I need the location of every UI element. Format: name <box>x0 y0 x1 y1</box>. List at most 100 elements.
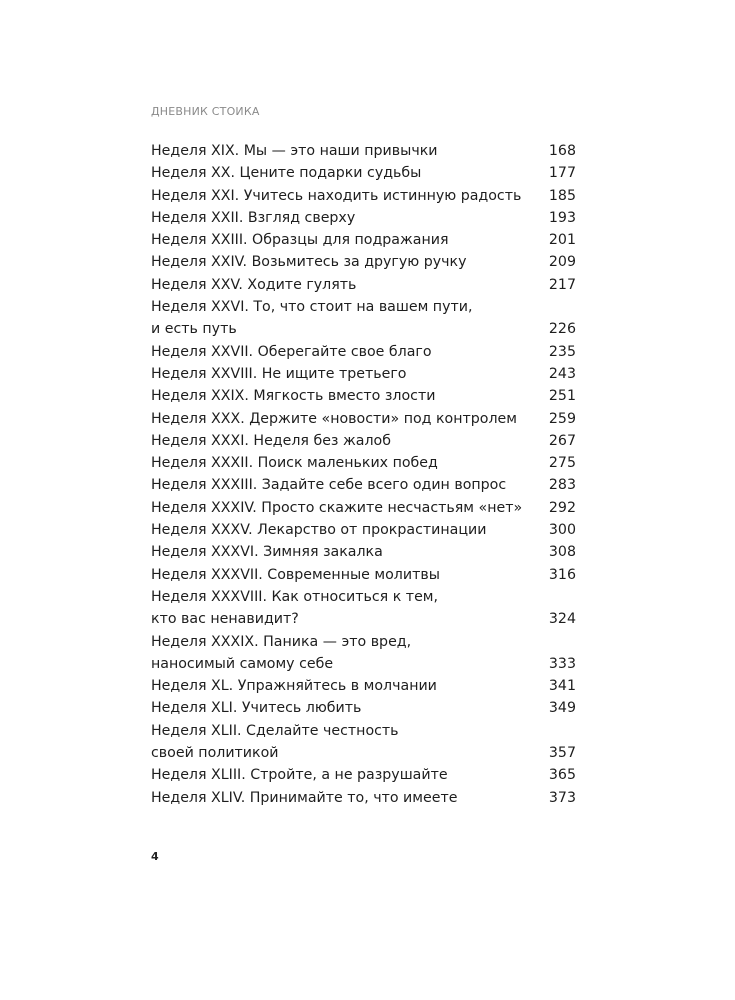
toc-entry-title: Неделя XXX. Держите «новости» под контро… <box>151 410 517 427</box>
toc-line: кто вас ненавидит? 324 <box>151 608 576 630</box>
page-number: 4 <box>151 850 159 863</box>
table-of-contents: Неделя XIX. Мы — это наши привычки 168 Нед… <box>151 140 576 809</box>
toc-entry-title: Неделя XXXIX. Паника — это вред, <box>151 633 412 650</box>
toc-entry-page: 341 <box>548 678 576 695</box>
toc-line: Неделя XXXIX. Паника — это вред, <box>151 631 576 653</box>
toc-line: Неделя XXII. Взгляд сверху 193 <box>151 207 576 229</box>
toc-entry-title: Неделя XXXVIII. Как относиться к тем, <box>151 588 439 605</box>
toc-line: и есть путь 226 <box>151 318 576 340</box>
toc-entry-title: и есть путь <box>151 321 237 338</box>
toc-entry: Неделя XIX. Мы — это наши привычки 168 <box>151 140 576 162</box>
toc-line: Неделя XL. Упражняйтесь в молчании 341 <box>151 675 576 697</box>
toc-line: Неделя XXI. Учитесь находить истинную ра… <box>151 185 576 207</box>
toc-entry-page: 283 <box>548 477 576 494</box>
toc-line: Неделя XX. Цените подарки судьбы 177 <box>151 162 576 184</box>
toc-entry: Неделя XL. Упражняйтесь в молчании 341 <box>151 675 576 697</box>
toc-entry-title: Неделя XLIII. Стройте, а не разрушайте <box>151 767 448 784</box>
toc-entry-page: 357 <box>548 745 576 762</box>
toc-line: Неделя XXV. Ходите гулять 217 <box>151 274 576 296</box>
toc-entry: Неделя XXIV. Возьмитесь за другую ручку 2… <box>151 251 576 273</box>
toc-entry: Неделя XLIV. Принимайте то, что имеете 37… <box>151 787 576 809</box>
toc-entry-page: 217 <box>548 276 576 293</box>
toc-entry-page: 251 <box>548 388 576 405</box>
toc-entry: Неделя XXX. Держите «новости» под контро… <box>151 408 576 430</box>
toc-line: Неделя XLI. Учитесь любить 349 <box>151 697 576 719</box>
toc-entry-title: Неделя XXV. Ходите гулять <box>151 276 357 293</box>
toc-entry-page: 259 <box>548 410 576 427</box>
toc-line: Неделя XXIV. Возьмитесь за другую ручку 2… <box>151 251 576 273</box>
toc-entry-page: 209 <box>548 254 576 271</box>
toc-entry-title: Неделя XXIX. Мягкость вместо злости <box>151 388 436 405</box>
toc-line: Неделя XLII. Сделайте честность <box>151 720 576 742</box>
toc-entry-title: Неделя XXXIV. Просто скажите несчастьям … <box>151 499 523 516</box>
toc-entry-page: 365 <box>548 767 576 784</box>
toc-entry-title: Неделя XXI. Учитесь находить истинную ра… <box>151 187 522 204</box>
toc-line: Неделя XXIII. Образцы для подражания 201 <box>151 229 576 251</box>
toc-entry: Неделя XXXIX. Паника — это вред, наносимы… <box>151 631 576 676</box>
toc-entry: Неделя XXV. Ходите гулять 217 <box>151 274 576 296</box>
toc-entry-page: 300 <box>548 522 576 539</box>
toc-line: Неделя XXIX. Мягкость вместо злости 251 <box>151 385 576 407</box>
toc-entry-title: Неделя XLIV. Принимайте то, что имеете <box>151 789 458 806</box>
toc-line: Неделя XLIV. Принимайте то, что имеете 37… <box>151 787 576 809</box>
running-head: ДНЕВНИК СТОИКА <box>151 105 260 118</box>
toc-entry-page: 308 <box>548 544 576 561</box>
toc-entry-title: наносимый самому себе <box>151 655 334 672</box>
toc-entry-page: 324 <box>548 611 576 628</box>
toc-entry: Неделя XLII. Сделайте честность своей пол… <box>151 720 576 765</box>
toc-entry-page: 185 <box>548 187 576 204</box>
toc-line: Неделя XXXIV. Просто скажите несчастьям … <box>151 497 576 519</box>
toc-entry: Неделя XXVIII. Не ищите третьего 243 <box>151 363 576 385</box>
toc-line: наносимый самому себе 333 <box>151 653 576 675</box>
toc-entry-page: 177 <box>548 165 576 182</box>
toc-line: Неделя XXXVI. Зимняя закалка 308 <box>151 541 576 563</box>
toc-entry-title: Неделя XXVII. Оберегайте свое благо <box>151 343 432 360</box>
toc-entry: Неделя XXXII. Поиск маленьких побед 275 <box>151 452 576 474</box>
toc-entry: Неделя XXIII. Образцы для подражания 201 <box>151 229 576 251</box>
toc-entry: Неделя XXXVII. Современные молитвы 316 <box>151 564 576 586</box>
toc-line: Неделя XXX. Держите «новости» под контро… <box>151 408 576 430</box>
toc-entry-title: своей политикой <box>151 745 279 762</box>
toc-entry: Неделя XXXVIII. Как относиться к тем, кто… <box>151 586 576 631</box>
toc-entry: Неделя XXXI. Неделя без жалоб 267 <box>151 430 576 452</box>
toc-entry-page: 275 <box>548 455 576 472</box>
toc-entry-title: Неделя XLI. Учитесь любить <box>151 700 362 717</box>
toc-entry-title: Неделя XIX. Мы — это наши привычки <box>151 143 438 159</box>
toc-entry: Неделя XXII. Взгляд сверху 193 <box>151 207 576 229</box>
toc-entry: Неделя XXI. Учитесь находить истинную ра… <box>151 185 576 207</box>
toc-entry-title: Неделя XXXV. Лекарство от прокрастинации <box>151 522 487 539</box>
toc-line: Неделя XLIII. Стройте, а не разрушайте 36… <box>151 764 576 786</box>
toc-entry-page: 333 <box>548 655 576 672</box>
toc-entry-title: Неделя XXII. Взгляд сверху <box>151 209 356 226</box>
toc-entry-title: Неделя XXXI. Неделя без жалоб <box>151 432 391 449</box>
toc-entry: Неделя XX. Цените подарки судьбы 177 <box>151 162 576 184</box>
toc-entry-page: 168 <box>548 143 576 159</box>
toc-entry: Неделя XXIX. Мягкость вместо злости 251 <box>151 385 576 407</box>
toc-entry-title: Неделя XXXVII. Современные молитвы <box>151 566 440 583</box>
toc-entry-title: Неделя XXVIII. Не ищите третьего <box>151 365 407 382</box>
toc-entry-page: 243 <box>548 365 576 382</box>
toc-entry-page: 292 <box>548 499 576 516</box>
toc-entry-title: кто вас ненавидит? <box>151 611 299 628</box>
toc-entry-page: 201 <box>548 232 576 249</box>
toc-entry: Неделя XXXIV. Просто скажите несчастьям … <box>151 497 576 519</box>
toc-line: Неделя XXXV. Лекарство от прокрастинации… <box>151 519 576 541</box>
toc-line: Неделя XXVII. Оберегайте свое благо 235 <box>151 341 576 363</box>
toc-entry: Неделя XXXIII. Задайте себе всего один в… <box>151 474 576 496</box>
toc-entry-page: 226 <box>548 321 576 338</box>
toc-line: Неделя XXVI. То, что стоит на вашем пути… <box>151 296 576 318</box>
toc-entry-page: 373 <box>548 789 576 806</box>
toc-entry-page: 267 <box>548 432 576 449</box>
toc-entry-title: Неделя XXXIII. Задайте себе всего один в… <box>151 477 507 494</box>
toc-entry-title: Неделя XXXII. Поиск маленьких побед <box>151 455 438 472</box>
toc-line: Неделя XXXIII. Задайте себе всего один в… <box>151 474 576 496</box>
toc-entry-title: Неделя XXXVI. Зимняя закалка <box>151 544 383 561</box>
toc-line: Неделя XXVIII. Не ищите третьего 243 <box>151 363 576 385</box>
toc-line: Неделя XXXI. Неделя без жалоб 267 <box>151 430 576 452</box>
toc-entry: Неделя XXXVI. Зимняя закалка 308 <box>151 541 576 563</box>
toc-entry-page: 316 <box>548 566 576 583</box>
toc-entry-title: Неделя XXIII. Образцы для подражания <box>151 232 449 249</box>
toc-entry: Неделя XXXV. Лекарство от прокрастинации… <box>151 519 576 541</box>
toc-entry-title: Неделя XL. Упражняйтесь в молчании <box>151 678 437 695</box>
toc-line: своей политикой 357 <box>151 742 576 764</box>
